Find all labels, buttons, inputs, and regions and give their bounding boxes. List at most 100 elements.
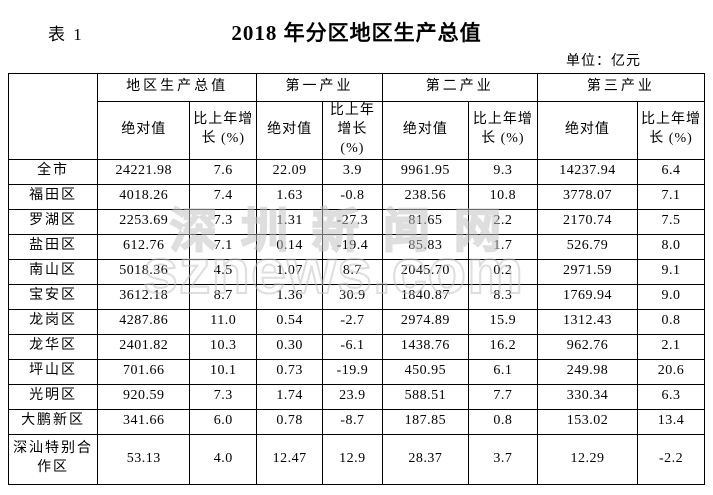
value-cell: 81.65	[381, 208, 469, 235]
value-cell: 4018.26	[97, 183, 191, 210]
value-cell: 3778.07	[536, 183, 639, 210]
value-cell: 920.59	[97, 383, 191, 410]
subheader-growth: 比上年增长 (%)	[467, 101, 538, 160]
value-cell: 0.2	[467, 258, 538, 285]
region-cell: 深汕特别合作区	[7, 433, 99, 485]
value-cell: 701.66	[97, 358, 191, 385]
value-cell: 1840.87	[381, 283, 469, 310]
value-cell: 2170.74	[536, 208, 639, 235]
value-cell: 3.7	[467, 433, 538, 485]
value-cell: 7.3	[189, 383, 258, 410]
value-cell: -6.1	[322, 333, 383, 360]
value-cell: 187.85	[381, 408, 469, 435]
value-cell: 2.2	[467, 208, 538, 235]
value-cell: 4.0	[189, 433, 258, 485]
region-cell: 光明区	[7, 383, 99, 410]
table-row: 罗湖区 2253.69 7.3 1.31 -27.3 81.65 2.2 217…	[7, 208, 705, 235]
value-cell: 1.7	[467, 233, 538, 260]
value-cell: 1.63	[256, 183, 324, 210]
table-row: 宝安区 3612.18 8.7 1.36 30.9 1840.87 8.3 17…	[7, 283, 705, 310]
value-cell: 2401.82	[97, 333, 191, 360]
subheader-growth: 比上年增长 (%)	[637, 101, 705, 160]
table-row: 福田区 4018.26 7.4 1.63 -0.8 238.56 10.8 37…	[7, 183, 705, 210]
value-cell: 153.02	[536, 408, 639, 435]
region-cell: 盐田区	[7, 233, 99, 260]
value-cell: 588.51	[381, 383, 469, 410]
value-cell: 1.74	[256, 383, 324, 410]
value-cell: 28.37	[381, 433, 469, 485]
region-cell: 南山区	[7, 258, 99, 285]
table-number-label: 表 1	[48, 25, 84, 44]
value-cell: -2.2	[637, 433, 705, 485]
value-cell: 22.09	[256, 158, 324, 185]
subheader-absolute: 绝对值	[536, 101, 639, 160]
header-group-row: 地区生产总值 第一产业 第二产业 第三产业	[7, 73, 706, 160]
value-cell: 4287.86	[97, 308, 191, 335]
value-cell: 3612.18	[97, 283, 191, 310]
value-cell: 10.3	[189, 333, 258, 360]
col-group-tertiary-industry: 第三产业	[536, 73, 706, 102]
gdp-table: 地区生产总值 第一产业 第二产业 第三产业 绝对值 比上年增长 (%) 绝对值 …	[7, 73, 706, 485]
value-cell: 450.95	[381, 358, 469, 385]
value-cell: 0.8	[637, 308, 705, 335]
value-cell: 8.3	[467, 283, 538, 310]
value-cell: 14237.94	[536, 158, 639, 185]
value-cell: 15.9	[467, 308, 538, 335]
region-cell: 龙岗区	[7, 308, 99, 335]
region-cell: 大鹏新区	[7, 408, 99, 435]
value-cell: -2.7	[322, 308, 383, 335]
subheader-absolute: 绝对值	[381, 101, 469, 160]
value-cell: 0.73	[256, 358, 324, 385]
region-cell: 全市	[7, 158, 99, 185]
value-cell: 24221.98	[97, 158, 191, 185]
value-cell: 10.1	[189, 358, 258, 385]
table-row: 全市 24221.98 7.6 22.09 3.9 9961.95 9.3 14…	[7, 158, 705, 185]
value-cell: 20.6	[637, 358, 705, 385]
value-cell: 1.07	[256, 258, 324, 285]
value-cell: 7.1	[189, 233, 258, 260]
value-cell: 7.3	[189, 208, 258, 235]
value-cell: -27.3	[322, 208, 383, 235]
table-row: 龙华区 2401.82 10.3 0.30 -6.1 1438.76 16.2 …	[7, 333, 705, 360]
value-cell: 7.6	[189, 158, 258, 185]
value-cell: 962.76	[536, 333, 639, 360]
value-cell: 330.34	[536, 383, 639, 410]
value-cell: 0.30	[256, 333, 324, 360]
table-row: 深汕特别合作区 53.13 4.0 12.47 12.9 28.37 3.7 1…	[7, 433, 705, 485]
value-cell: -8.7	[322, 408, 383, 435]
value-cell: -19.4	[322, 233, 383, 260]
value-cell: 612.76	[97, 233, 191, 260]
value-cell: 2974.89	[381, 308, 469, 335]
region-cell: 坪山区	[7, 358, 99, 385]
value-cell: 9.0	[637, 283, 705, 310]
value-cell: 7.5	[637, 208, 705, 235]
value-cell: 6.1	[467, 358, 538, 385]
value-cell: 8.7	[189, 283, 258, 310]
table-row: 盐田区 612.76 7.1 0.14 -19.4 85.83 1.7 526.…	[7, 233, 705, 260]
page-title: 2018 年分区地区生产总值	[231, 21, 482, 45]
value-cell: 53.13	[97, 433, 191, 485]
value-cell: 8.7	[322, 258, 383, 285]
value-cell: 249.98	[536, 358, 639, 385]
value-cell: 3.9	[322, 158, 383, 185]
region-cell: 罗湖区	[7, 208, 99, 235]
value-cell: 0.14	[256, 233, 324, 260]
col-group-secondary-industry: 第二产业	[381, 73, 538, 102]
unit-note: 单位：亿元	[566, 54, 641, 69]
value-cell: 2971.59	[536, 258, 639, 285]
value-cell: 1.31	[256, 208, 324, 235]
value-cell: 13.4	[637, 408, 705, 435]
value-cell: 7.4	[189, 183, 258, 210]
value-cell: 0.8	[467, 408, 538, 435]
value-cell: 8.0	[637, 233, 705, 260]
value-cell: 9961.95	[381, 158, 469, 185]
value-cell: 1769.94	[536, 283, 639, 310]
value-cell: 23.9	[322, 383, 383, 410]
col-group-gdp: 地区生产总值	[97, 73, 258, 102]
value-cell: 238.56	[381, 183, 469, 210]
value-cell: 2.1	[637, 333, 705, 360]
value-cell: 6.3	[637, 383, 705, 410]
value-cell: -19.9	[322, 358, 383, 385]
value-cell: 12.29	[536, 433, 639, 485]
